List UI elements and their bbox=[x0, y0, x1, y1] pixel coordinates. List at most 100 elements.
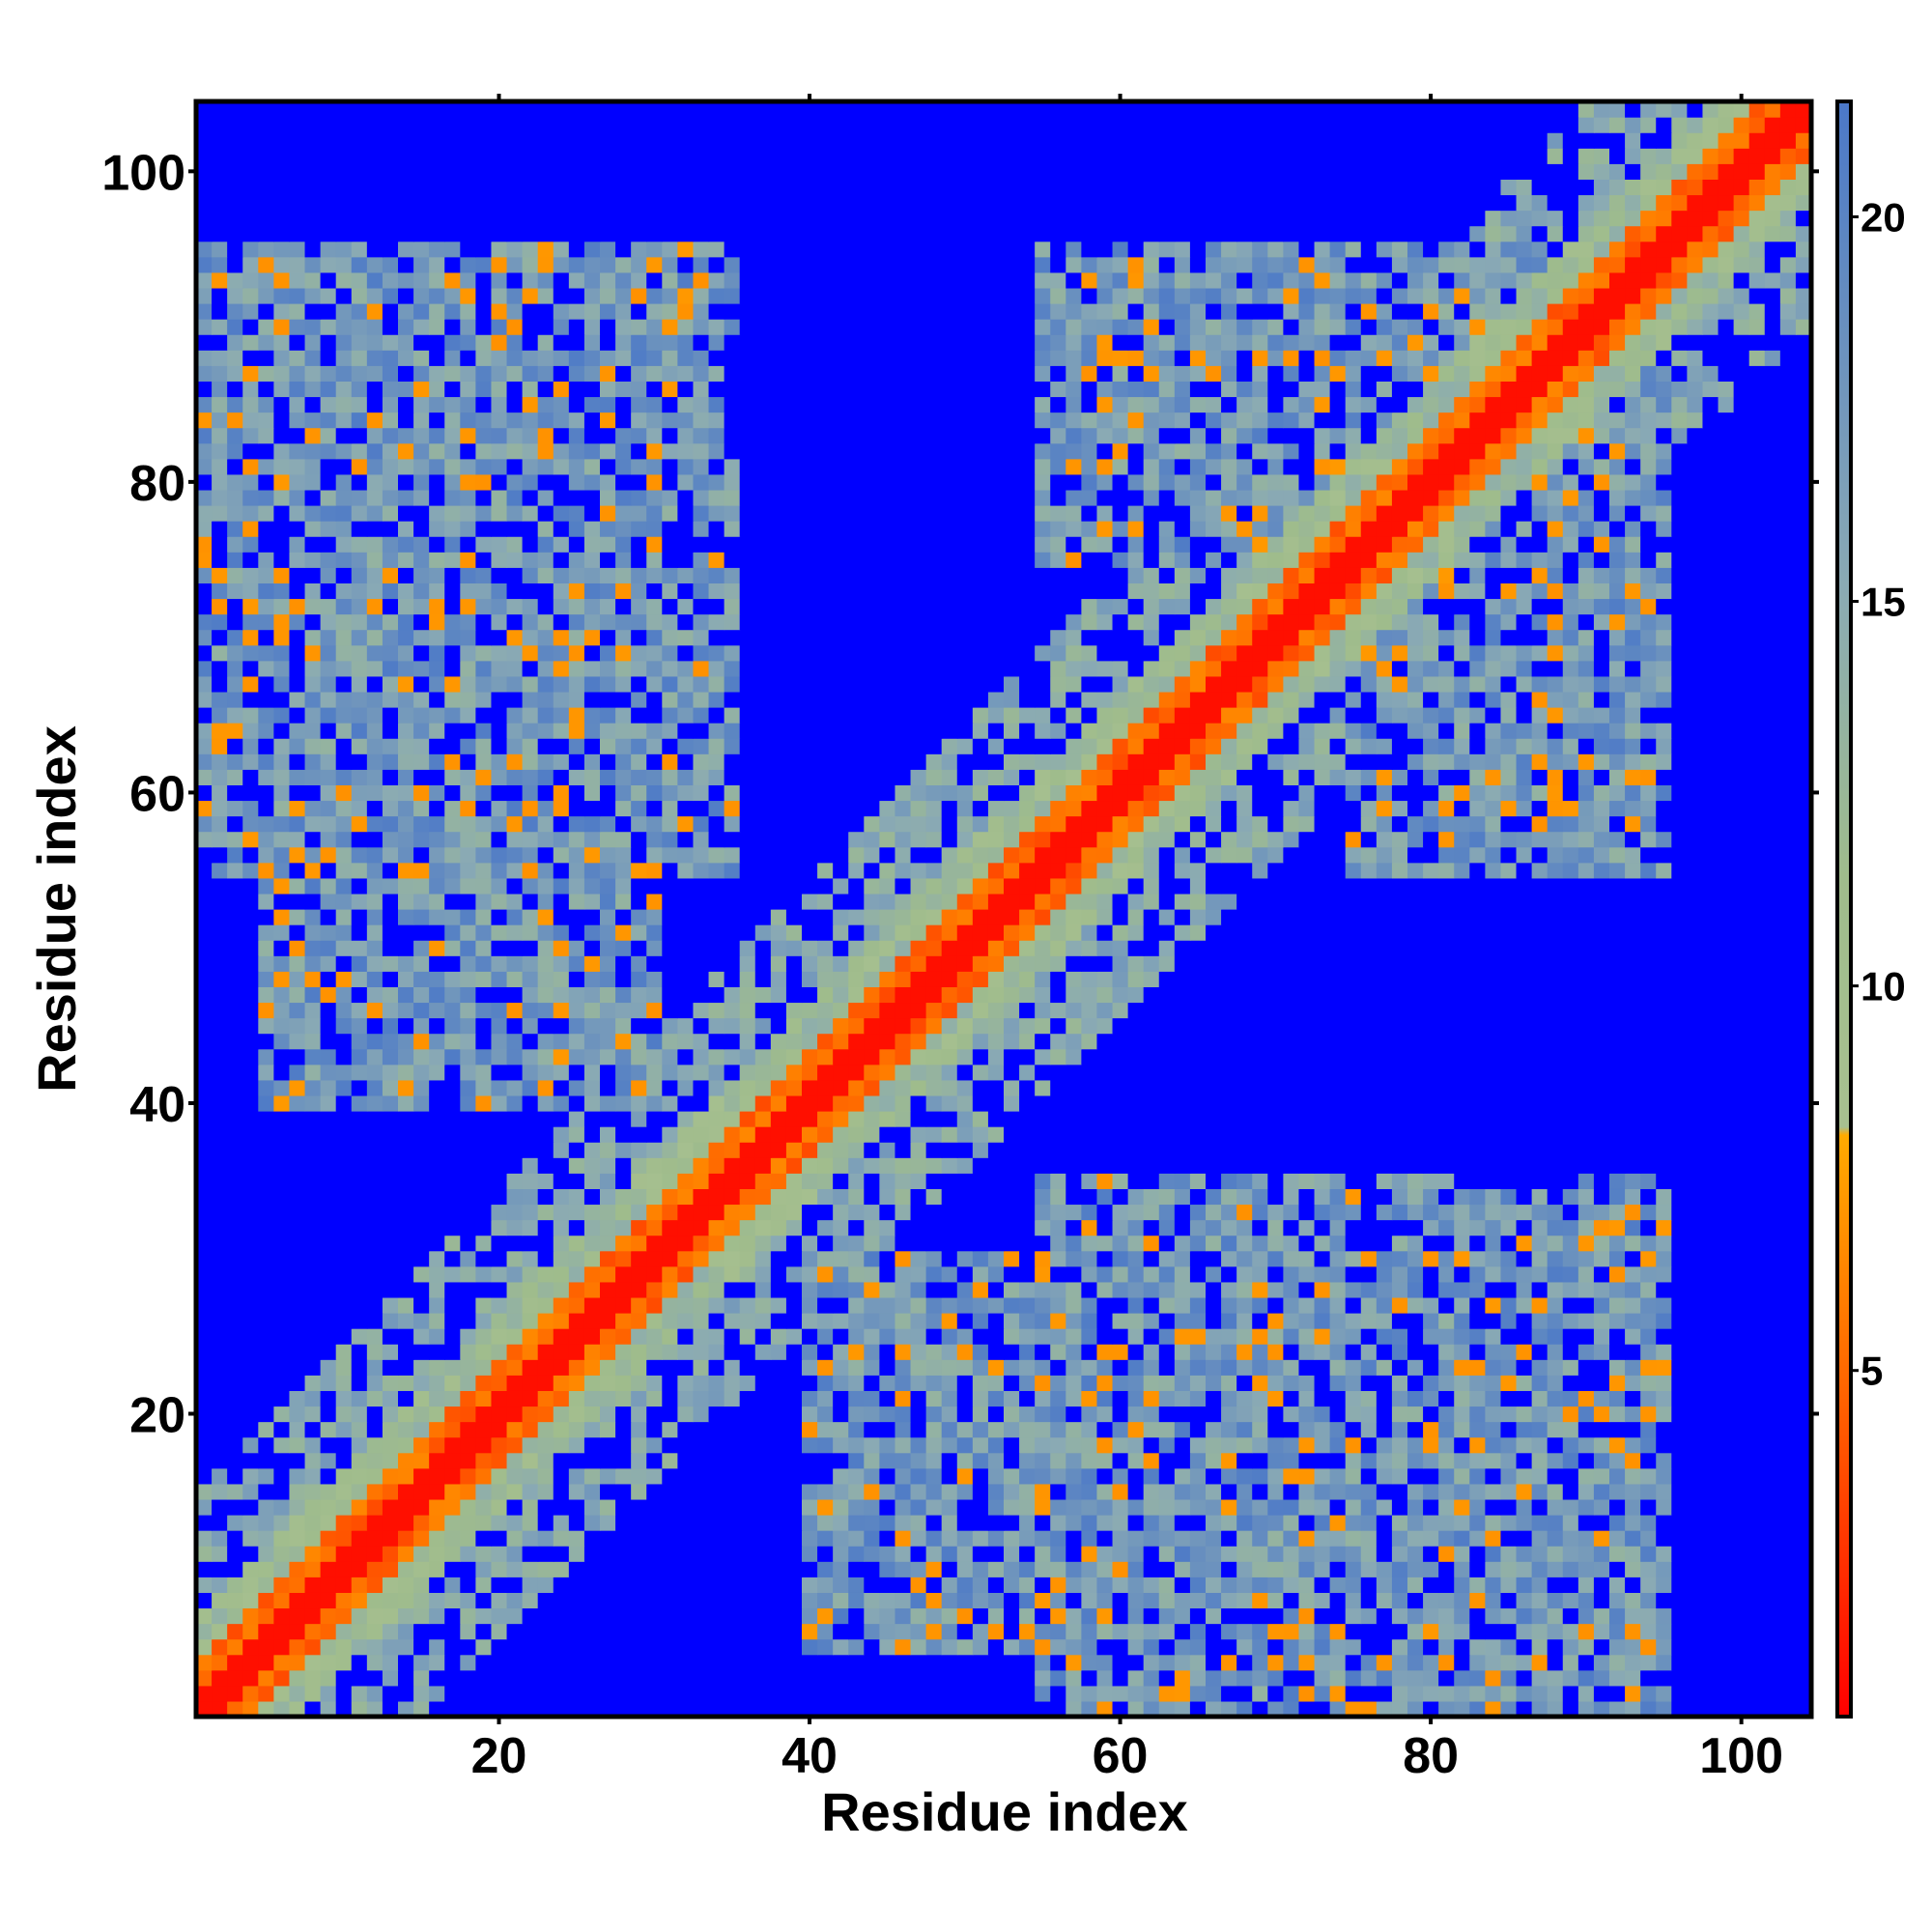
heatmap-cell bbox=[1283, 1592, 1300, 1609]
heatmap-cell bbox=[1127, 1017, 1145, 1035]
heatmap-cell bbox=[1795, 1157, 1812, 1174]
heatmap-cell bbox=[506, 1685, 524, 1702]
heatmap-cell bbox=[677, 1685, 695, 1702]
heatmap-cell bbox=[1718, 1669, 1735, 1687]
heatmap-cell bbox=[1360, 1111, 1378, 1127]
heatmap-cell bbox=[1531, 971, 1548, 987]
heatmap-cell bbox=[1050, 1296, 1066, 1314]
heatmap-cell bbox=[956, 986, 974, 1004]
heatmap-cell bbox=[1221, 1406, 1237, 1423]
heatmap-cell bbox=[1376, 971, 1393, 987]
heatmap-cell bbox=[212, 1483, 228, 1500]
heatmap-cell bbox=[925, 1204, 943, 1221]
heatmap-cell bbox=[1298, 1375, 1316, 1391]
heatmap-cell bbox=[1283, 1669, 1300, 1687]
heatmap-cell bbox=[351, 1033, 368, 1050]
heatmap-cell bbox=[1035, 1483, 1051, 1500]
heatmap-cell bbox=[491, 1483, 508, 1500]
heatmap-cell bbox=[320, 1142, 337, 1158]
heatmap-cell bbox=[1096, 1188, 1114, 1206]
heatmap-cell bbox=[956, 1452, 974, 1469]
heatmap-cell bbox=[1004, 1561, 1020, 1577]
heatmap-cell bbox=[833, 1157, 849, 1174]
heatmap-cell bbox=[491, 1359, 508, 1376]
heatmap-cell bbox=[553, 986, 570, 1004]
heatmap-cell bbox=[956, 1281, 974, 1298]
heatmap-cell bbox=[273, 1111, 291, 1127]
heatmap-cell bbox=[1609, 1219, 1626, 1236]
heatmap-cell bbox=[1764, 1623, 1781, 1640]
heatmap-cell bbox=[1221, 1685, 1237, 1702]
heatmap-cell bbox=[1206, 1173, 1222, 1189]
heatmap-cell bbox=[1718, 986, 1735, 1004]
heatmap-cell bbox=[631, 1296, 647, 1314]
heatmap-cell bbox=[568, 1390, 585, 1407]
heatmap-cell bbox=[1562, 1436, 1579, 1454]
heatmap-cell bbox=[366, 1406, 384, 1423]
heatmap-cell bbox=[1640, 1033, 1657, 1050]
heatmap-cell bbox=[677, 1421, 695, 1438]
heatmap-cell bbox=[1577, 1685, 1595, 1702]
heatmap-cell bbox=[1096, 1577, 1114, 1593]
heatmap-cell bbox=[1516, 1344, 1533, 1360]
heatmap-cell bbox=[1407, 1328, 1424, 1345]
heatmap-cell bbox=[212, 1421, 228, 1438]
heatmap-cell bbox=[429, 1250, 445, 1267]
heatmap-cell bbox=[1454, 1406, 1470, 1423]
heatmap-cell bbox=[631, 1219, 647, 1236]
heatmap-cell bbox=[600, 1157, 616, 1174]
heatmap-cell bbox=[506, 1530, 524, 1547]
heatmap-cell bbox=[1112, 1375, 1129, 1391]
heatmap-cell bbox=[1360, 1685, 1378, 1702]
heatmap-cell bbox=[1547, 1623, 1564, 1640]
heatmap-cell bbox=[1562, 1111, 1579, 1127]
heatmap-cell bbox=[1019, 1126, 1036, 1143]
heatmap-cell bbox=[1500, 1265, 1518, 1283]
heatmap-cell bbox=[1454, 1592, 1470, 1609]
heatmap-cell bbox=[615, 1017, 632, 1035]
heatmap-cell bbox=[1469, 1344, 1486, 1360]
heatmap-cell bbox=[1345, 1204, 1362, 1221]
heatmap-cell bbox=[1189, 1623, 1207, 1640]
heatmap-cell bbox=[785, 1048, 803, 1065]
heatmap-cell bbox=[289, 1328, 306, 1345]
heatmap-cell bbox=[1345, 1048, 1362, 1065]
heatmap-cell bbox=[724, 1406, 741, 1423]
heatmap-cell bbox=[802, 1219, 818, 1236]
heatmap-cell bbox=[444, 1033, 461, 1050]
heatmap-cell bbox=[1702, 1033, 1719, 1050]
heatmap-cell bbox=[1593, 1421, 1610, 1438]
heatmap-cell bbox=[335, 1111, 353, 1127]
heatmap-cell bbox=[1687, 1002, 1704, 1019]
heatmap-cell bbox=[1376, 1328, 1393, 1345]
heatmap-cell bbox=[1671, 1064, 1688, 1081]
heatmap-cell bbox=[708, 1281, 725, 1298]
heatmap-cell bbox=[615, 1048, 632, 1065]
heatmap-cell bbox=[1547, 1142, 1564, 1158]
heatmap-cell bbox=[1267, 1048, 1284, 1065]
heatmap-cell bbox=[242, 1359, 259, 1376]
heatmap-cell bbox=[910, 1142, 927, 1158]
heatmap-cell bbox=[925, 1296, 943, 1314]
heatmap-cell bbox=[879, 1685, 896, 1702]
heatmap-cell bbox=[429, 1079, 445, 1096]
heatmap-cell bbox=[1267, 1452, 1284, 1469]
heatmap-cell bbox=[802, 1530, 818, 1547]
heatmap-cell bbox=[879, 1173, 896, 1189]
heatmap-cell bbox=[475, 1002, 493, 1019]
heatmap-cell bbox=[1577, 1467, 1595, 1485]
heatmap-cell bbox=[1004, 1700, 1020, 1718]
heatmap-cell bbox=[1531, 1126, 1548, 1143]
heatmap-cell bbox=[1050, 1265, 1066, 1283]
heatmap-cell bbox=[1158, 1204, 1176, 1221]
heatmap-cell bbox=[335, 1142, 353, 1158]
heatmap-cell bbox=[1376, 1111, 1393, 1127]
heatmap-cell bbox=[739, 1623, 756, 1640]
heatmap-cell bbox=[1469, 986, 1486, 1004]
heatmap-cell bbox=[196, 1577, 213, 1593]
heatmap-cell bbox=[382, 1204, 399, 1221]
heatmap-cell bbox=[583, 1607, 601, 1625]
heatmap-cell bbox=[320, 1685, 337, 1702]
heatmap-cell bbox=[1516, 1700, 1533, 1718]
heatmap-cell bbox=[1733, 1483, 1750, 1500]
